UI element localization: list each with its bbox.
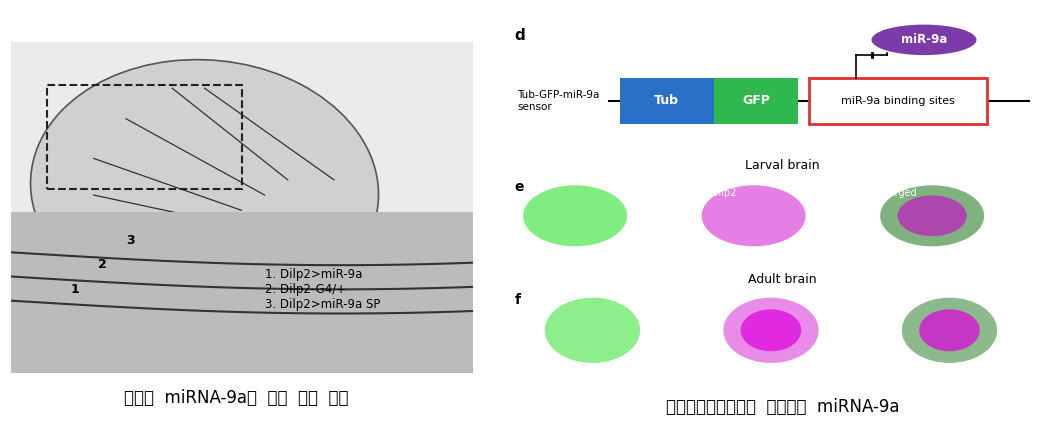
Text: GFP: GFP xyxy=(742,95,770,107)
Text: Tub: Tub xyxy=(654,95,679,107)
FancyBboxPatch shape xyxy=(714,78,798,124)
Ellipse shape xyxy=(545,298,640,363)
Text: Tub-GFP-miR-9a
sensor: Tub-GFP-miR-9a sensor xyxy=(517,90,600,112)
Text: Merged: Merged xyxy=(880,293,917,303)
Text: α-Dilp2: α-Dilp2 xyxy=(701,293,737,303)
Text: 2: 2 xyxy=(99,258,107,271)
Text: f: f xyxy=(514,293,521,307)
Ellipse shape xyxy=(919,310,980,351)
Ellipse shape xyxy=(30,60,379,318)
Text: Larval brain: Larval brain xyxy=(744,159,820,172)
Text: 1. Dilp2>miR-9a
2. Dilp2-G4/+
3. Dilp2>miR-9a SP: 1. Dilp2>miR-9a 2. Dilp2-G4/+ 3. Dilp2>m… xyxy=(265,268,380,311)
Bar xyxy=(47,85,242,189)
Text: 3: 3 xyxy=(126,234,134,247)
Ellipse shape xyxy=(872,25,977,55)
Ellipse shape xyxy=(880,185,984,246)
Ellipse shape xyxy=(723,298,819,363)
Text: α-Dilp2: α-Dilp2 xyxy=(701,188,737,198)
Text: miR-9a binding sites: miR-9a binding sites xyxy=(841,96,954,106)
Text: Merged: Merged xyxy=(880,188,917,198)
Text: d: d xyxy=(514,28,525,43)
FancyBboxPatch shape xyxy=(620,78,714,124)
Text: Adult brain: Adult brain xyxy=(748,273,817,286)
Ellipse shape xyxy=(740,310,801,351)
Text: GFP: GFP xyxy=(523,293,542,303)
Text: e: e xyxy=(514,180,524,194)
Text: miR-9a: miR-9a xyxy=(901,33,947,46)
FancyBboxPatch shape xyxy=(808,78,987,124)
Ellipse shape xyxy=(898,195,967,236)
Text: 초파리  miRNA-9a의  개체  성장  조절: 초파리 miRNA-9a의 개체 성장 조절 xyxy=(124,389,349,407)
Ellipse shape xyxy=(902,298,997,363)
Text: 인슐린분비세포에서  발현하는  miRNA-9a: 인슐린분비세포에서 발현하는 miRNA-9a xyxy=(666,398,899,416)
Text: GFP: GFP xyxy=(523,188,542,198)
Text: 1: 1 xyxy=(70,282,80,296)
Ellipse shape xyxy=(701,185,805,246)
Ellipse shape xyxy=(523,185,627,246)
